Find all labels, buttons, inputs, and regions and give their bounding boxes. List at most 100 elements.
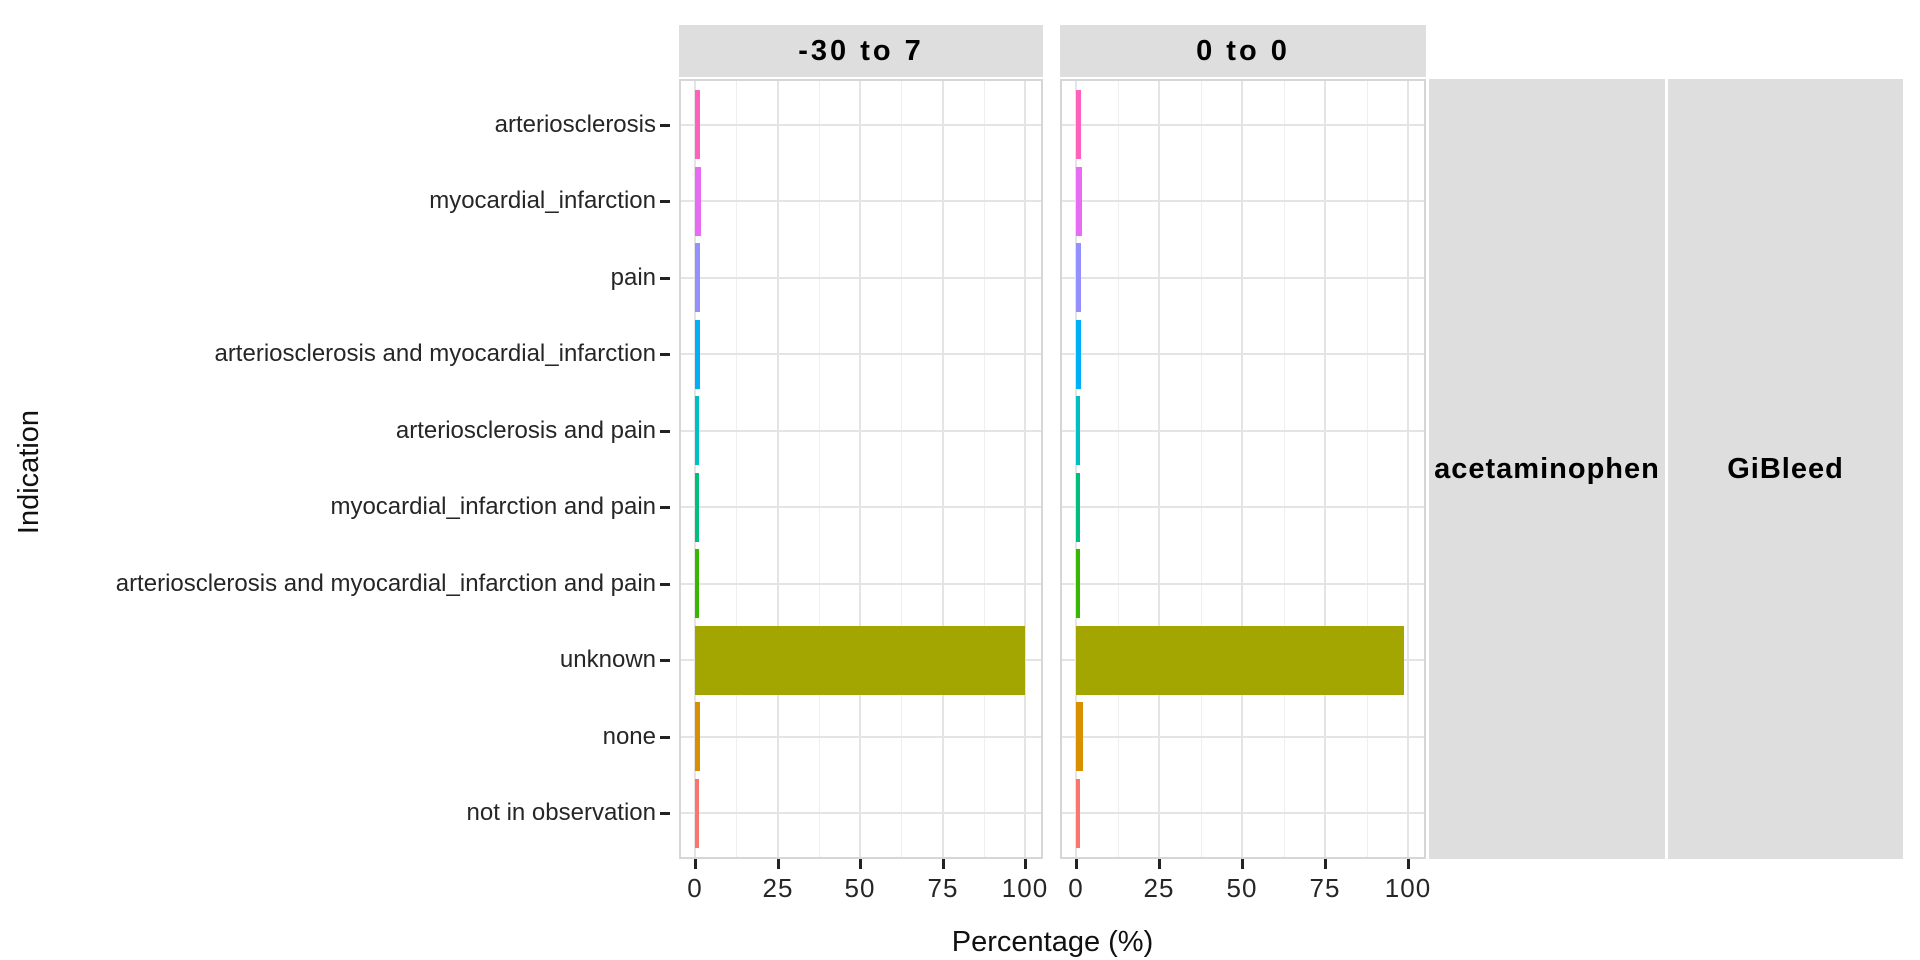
gridline-major-v (1324, 81, 1326, 857)
gridline-major-h (681, 736, 1041, 738)
x-axis-tick (1024, 859, 1027, 869)
facet-strip-top-1: -30 to 7 (679, 25, 1043, 77)
gridline-major-v (859, 81, 861, 857)
y-axis-label: arteriosclerosis and pain (395, 417, 656, 444)
facet-strip-label: GiBleed (1727, 452, 1844, 485)
bar (1076, 549, 1080, 618)
facet-strip-label: 0 to 0 (1196, 34, 1290, 67)
gridline-major-v (694, 81, 696, 857)
x-axis-tick-label: 50 (1226, 873, 1258, 903)
gridline-major-h (1062, 124, 1424, 126)
bar (1076, 320, 1081, 389)
x-axis-tick (777, 859, 780, 869)
gridline-major-h (1062, 430, 1424, 432)
gridline-major-v (942, 81, 944, 857)
y-axis-tick (660, 583, 670, 586)
gridline-major-h (681, 277, 1041, 279)
facet-strip-top-2: 0 to 0 (1060, 25, 1426, 77)
x-axis-tick (1324, 859, 1327, 869)
gridline-major-h (1062, 200, 1424, 202)
x-axis-tick (694, 859, 697, 869)
gridline-major-v (1407, 81, 1409, 857)
bar (1076, 167, 1082, 236)
gridline-major-h (681, 200, 1041, 202)
y-axis-label: not in observation (466, 799, 656, 826)
bar (695, 167, 701, 236)
x-axis-tick-label: 25 (762, 873, 794, 903)
bar (695, 243, 700, 312)
x-axis-tick (1075, 859, 1078, 869)
y-axis-tick (660, 736, 670, 739)
y-axis-label: none (602, 723, 656, 750)
gridline-major-h (681, 124, 1041, 126)
y-axis-tick (660, 430, 670, 433)
y-axis-tick (660, 124, 670, 127)
bar (695, 320, 700, 389)
gridline-major-h (681, 583, 1041, 585)
gridline-major-h (681, 430, 1041, 432)
y-axis-label: arteriosclerosis and myocardial_infarcti… (214, 340, 656, 367)
x-axis-tick (942, 859, 945, 869)
gridline-major-h (1062, 506, 1424, 508)
y-axis-tick (660, 506, 670, 509)
facet-strip-right-2: GiBleed (1668, 79, 1903, 859)
bar (695, 90, 700, 159)
y-axis-tick (660, 353, 670, 356)
gridline-major-v (777, 81, 779, 857)
bar (1076, 473, 1080, 542)
y-axis-label: pain (610, 264, 656, 291)
y-axis-label: arteriosclerosis and myocardial_infarcti… (115, 570, 656, 597)
x-axis-tick-label: 75 (927, 873, 959, 903)
x-axis-tick (1407, 859, 1410, 869)
x-axis-tick (1241, 859, 1244, 869)
x-axis-tick-label: 100 (1384, 873, 1432, 903)
bar (695, 396, 699, 465)
bar (1076, 243, 1081, 312)
bar (1076, 779, 1080, 848)
bar (1076, 90, 1081, 159)
gridline-major-h (681, 812, 1041, 814)
gridline-major-h (1062, 736, 1424, 738)
bar (695, 473, 699, 542)
x-axis-tick-label: 75 (1309, 873, 1341, 903)
y-axis-tick (660, 200, 670, 203)
x-axis-tick-label: 0 (687, 873, 703, 903)
x-axis-tick-label: 0 (1068, 873, 1084, 903)
facet-strip-right-1: acetaminophen (1429, 79, 1665, 859)
gridline-minor-v (1201, 81, 1202, 857)
facet-strip-label: -30 to 7 (798, 34, 924, 67)
gridline-minor-v (984, 81, 985, 857)
x-axis-tick (859, 859, 862, 869)
y-axis-tick (660, 659, 670, 662)
x-axis-tick-label: 25 (1143, 873, 1175, 903)
gridline-minor-v (819, 81, 820, 857)
bar (1076, 396, 1080, 465)
y-axis-label: myocardial_infarction (429, 187, 656, 214)
gridline-minor-v (1118, 81, 1119, 857)
gridline-major-h (1062, 277, 1424, 279)
facet-strip-label: acetaminophen (1434, 452, 1660, 485)
y-axis-label: myocardial_infarction and pain (330, 493, 656, 520)
y-axis-label: unknown (559, 646, 656, 673)
y-axis-label: arteriosclerosis (494, 111, 656, 138)
x-axis-tick-label: 100 (1001, 873, 1049, 903)
gridline-major-v (1075, 81, 1077, 857)
bar (695, 702, 700, 771)
gridline-minor-v (736, 81, 737, 857)
bar (1076, 702, 1083, 771)
gridline-major-h (681, 353, 1041, 355)
x-axis-tick (1158, 859, 1161, 869)
bar (695, 626, 1025, 695)
panel-2 (1060, 79, 1426, 859)
gridline-major-v (1158, 81, 1160, 857)
bar (695, 549, 699, 618)
x-axis-title: Percentage (%) (951, 926, 1154, 958)
x-axis-tick-label: 50 (844, 873, 876, 903)
gridline-major-v (1024, 81, 1026, 857)
gridline-major-h (1062, 583, 1424, 585)
y-axis-tick (660, 277, 670, 280)
bar (695, 779, 699, 848)
gridline-major-h (681, 506, 1041, 508)
y-axis-tick (660, 812, 670, 815)
